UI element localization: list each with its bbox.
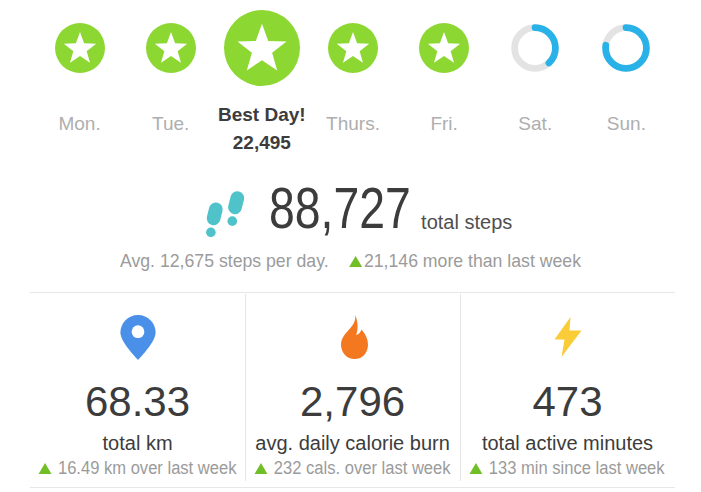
footprints-icon [201,190,249,242]
day-tue-goal-met-icon [146,8,196,88]
day-fri-goal-met-icon [419,8,469,88]
calorie-burn-value: 2,796 [300,381,405,423]
day-sun-progress-ring [602,8,650,88]
total-km-value: 68.33 [85,381,190,423]
calorie-burn-delta-text: 232 cals. over last week [274,458,451,479]
star-circle-icon [146,23,196,73]
best-day-star-icon [224,8,300,88]
increase-triangle-icon [470,463,483,474]
day-mon-goal-met-icon [55,8,105,88]
calorie-burn-delta: 232 cals. over last week [255,458,451,479]
steps-sub-row: Avg. 12,675 steps per day. 21,146 more t… [25,250,677,272]
increase-triangle-icon [255,463,268,474]
total-km-delta-text: 16.49 km over last week [58,458,237,479]
day-label: Sat. [518,113,552,135]
day-sat: Sat. [490,8,581,154]
increase-triangle-icon [39,463,52,474]
day-sun: Sun. [581,8,672,154]
star-circle-icon [224,10,300,86]
day-thurs: Thurs. [307,8,398,154]
day-label: Mon. [58,113,100,135]
star-circle-icon [55,23,105,73]
steps-summary: 88,727 total steps Avg. 12,675 steps per… [0,174,701,272]
avg-steps-text: Avg. 12,675 steps per day. [120,250,329,272]
day-thurs-goal-met-icon [328,8,378,88]
progress-ring-icon [602,24,650,72]
week-days-row: Mon. Tue. Best Day! 22,495 Thurs. [0,0,701,154]
steps-total-row: 88,727 total steps [0,174,701,242]
total-steps-value: 88,727 [269,175,411,242]
stat-calorie-burn: 2,796 avg. daily calorie burn 232 cals. … [245,293,460,487]
day-mon: Mon. [34,8,125,154]
progress-ring-icon [511,24,559,72]
total-steps-label: total steps [421,211,512,234]
lightning-bolt-icon [553,313,583,361]
total-km-delta: 16.49 km over last week [39,458,237,479]
map-pin-icon [120,313,156,361]
day-tue: Tue. [125,8,216,154]
day-fri: Fri. [399,8,490,154]
day-label: Tue. [152,113,189,135]
calorie-burn-label: avg. daily calorie burn [255,432,450,455]
total-km-label: total km [103,432,173,455]
stat-total-km: 68.33 total km 16.49 km over last week [30,293,245,487]
day-sat-progress-ring [511,8,559,88]
best-day-title: Best Day! [218,104,306,126]
day-label: Sun. [607,113,646,135]
active-minutes-label: total active minutes [482,432,653,455]
day-wed-best: Best Day! 22,495 [216,8,307,154]
active-minutes-delta-text: 133 min since last week [489,458,665,479]
star-circle-icon [419,23,469,73]
increase-triangle-icon [349,256,362,267]
stats-row: 68.33 total km 16.49 km over last week 2… [30,292,675,488]
active-minutes-value: 473 [532,381,602,423]
active-minutes-delta: 133 min since last week [470,458,665,479]
star-circle-icon [328,23,378,73]
best-day-steps: 22,495 [233,132,291,154]
day-label: Fri. [430,113,457,135]
day-label: Thurs. [326,113,380,135]
stat-active-minutes: 473 total active minutes 133 min since l… [460,293,675,487]
flame-icon [333,313,373,361]
steps-delta-text: 21,146 more than last week [364,250,581,272]
